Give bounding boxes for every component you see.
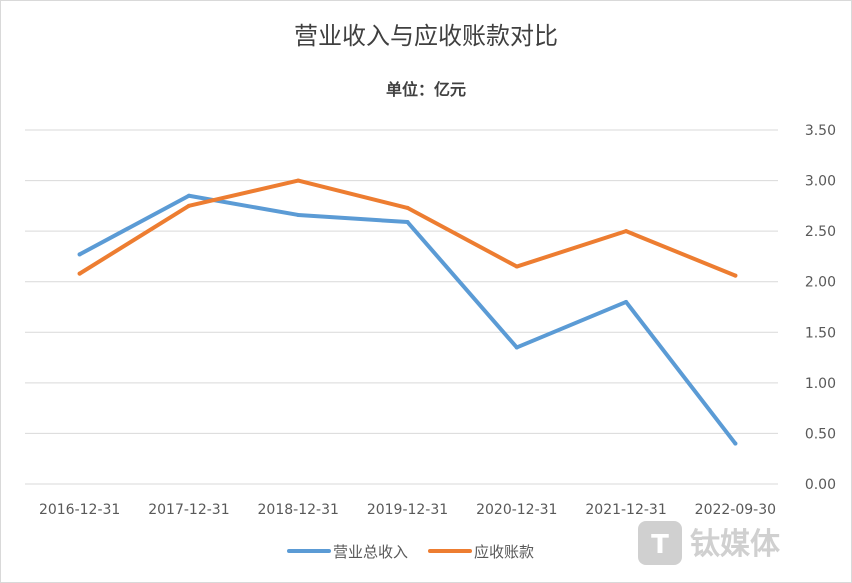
data-point: [514, 264, 519, 269]
data-point: [77, 271, 82, 276]
data-point: [624, 299, 629, 304]
x-tick-label: 2017-12-31: [148, 502, 229, 518]
x-tick-label: 2020-12-31: [476, 502, 557, 518]
x-tick-label: 2016-12-31: [39, 502, 120, 518]
y-tick-label: 3.50: [805, 123, 836, 139]
data-point: [186, 203, 191, 208]
data-point: [733, 273, 738, 278]
chart-title: 营业收入与应收账款对比: [294, 22, 558, 50]
watermark-logo: T 钛媒体: [638, 521, 781, 565]
y-tick-label: 0.00: [805, 477, 836, 493]
data-point: [296, 212, 301, 217]
data-point: [514, 345, 519, 350]
svg-text:钛媒体: 钛媒体: [690, 527, 781, 562]
y-tick-label: 1.00: [805, 376, 836, 392]
chart-subtitle: 单位：亿元: [386, 80, 466, 99]
legend-label: 营业总收入: [333, 543, 408, 561]
data-point: [405, 205, 410, 210]
series-line-1: [77, 193, 738, 446]
y-tick-label: 2.50: [805, 224, 836, 240]
series-line-2: [77, 178, 738, 278]
data-point: [186, 193, 191, 198]
x-tick-label: 2019-12-31: [367, 502, 448, 518]
x-tick-label: 2022-09-30: [695, 502, 776, 518]
y-tick-label: 1.50: [805, 325, 836, 341]
svg-text:T: T: [651, 530, 669, 560]
y-tick-label: 3.00: [805, 174, 836, 190]
legend-label: 应收账款: [474, 543, 534, 561]
x-tick-label: 2021-12-31: [585, 502, 666, 518]
data-point: [405, 220, 410, 225]
y-tick-label: 0.50: [805, 426, 836, 442]
data-point: [77, 252, 82, 257]
data-point: [733, 441, 738, 446]
data-point: [624, 229, 629, 234]
data-point: [296, 178, 301, 183]
x-tick-label: 2018-12-31: [258, 502, 339, 518]
y-tick-label: 2.00: [805, 275, 836, 291]
